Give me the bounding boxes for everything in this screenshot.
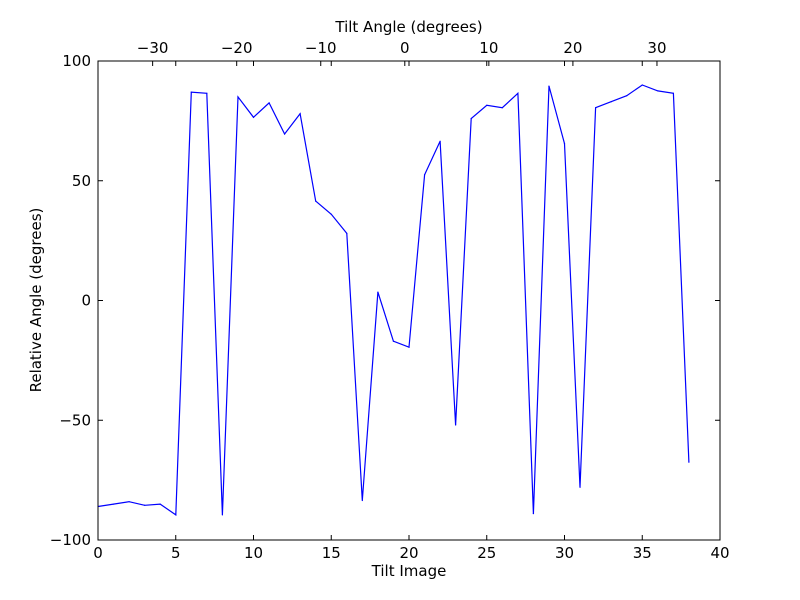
data-point [455,424,457,426]
plot-frame [97,60,721,541]
data-point [610,101,612,103]
data-point [112,503,115,505]
data-point [361,499,363,502]
x2-tick-label: 30 [647,39,666,57]
data-point [688,461,690,463]
x-tick-label: 10 [244,544,263,562]
x-tick-label: 40 [710,544,729,562]
x2-axis-title: Tilt Angle (degrees) [334,18,482,36]
data-point [128,501,130,503]
x2-tick-label: −20 [221,39,253,57]
y-tick-label: 0 [81,292,91,310]
x-tick-label: 25 [477,544,496,562]
data-point [532,513,535,515]
data-point [641,84,643,86]
data-point [579,486,581,488]
data-point [175,514,177,516]
x-axis-title: Tilt Image [371,562,447,580]
data-point [563,143,566,145]
y-tick-label: 100 [62,52,91,70]
x-tick-label: 15 [322,544,341,562]
data-point [470,117,472,120]
data-point [252,116,255,118]
data-point [392,340,395,342]
data-point [346,232,348,235]
data-point [159,503,161,505]
data-point [517,92,519,94]
data-point [330,213,332,215]
x-tick-label: 0 [93,544,103,562]
data-point [268,102,270,104]
data-point [299,113,301,115]
x-tick-label: 20 [399,544,418,562]
data-point [439,140,441,142]
data-point [657,90,659,92]
data-point [486,104,488,106]
data-point [423,174,426,176]
y-tick-label: 50 [72,172,91,190]
y-axis-title: Relative Angle (degrees) [27,208,45,393]
data-point [548,85,550,87]
x2-tick-label: −30 [137,39,169,57]
data-point [408,346,410,348]
data-point [237,96,239,98]
data-point [315,200,317,202]
x-tick-label: 35 [633,544,652,562]
y-tick-label: −100 [50,531,91,549]
data-point [206,92,208,94]
data-point [595,107,597,109]
data-point [501,107,503,109]
data-point [377,291,379,293]
x-tick-label: 5 [171,544,181,562]
series-layer [97,84,690,517]
data-point [190,91,192,93]
x2-tick-label: −10 [305,39,337,57]
data-point [221,514,223,516]
plot-area [98,61,720,540]
data-point [626,95,628,97]
y-tick-label: −50 [59,411,91,429]
x2-tick-label: 0 [400,39,410,57]
x2-tick-label: 10 [479,39,498,57]
x-tick-label: 30 [555,544,574,562]
data-point [284,133,286,135]
data-point [672,92,674,94]
x2-tick-label: 20 [563,39,582,57]
data-point [144,504,146,506]
